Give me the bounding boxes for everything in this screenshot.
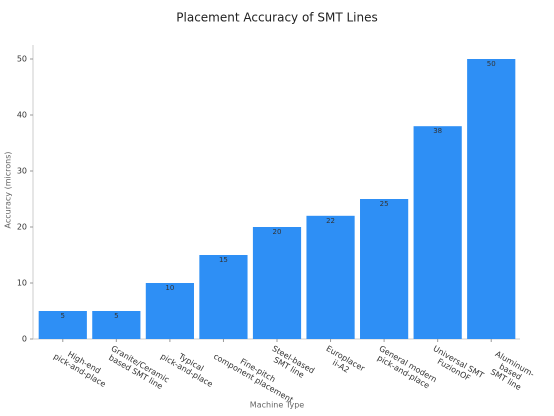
bar (413, 126, 462, 339)
value-label: 38 (433, 127, 442, 135)
value-label: 22 (326, 217, 335, 225)
value-label: 15 (219, 256, 228, 264)
bar (467, 59, 516, 339)
bar (38, 311, 87, 339)
bar (199, 255, 248, 339)
y-tick-label: 20 (17, 223, 27, 232)
value-label: 5 (114, 312, 118, 320)
bar (306, 215, 355, 339)
chart-title: Placement Accuracy of SMT Lines (176, 11, 377, 25)
bar (92, 311, 141, 339)
value-label: 10 (165, 284, 174, 292)
x-axis-label: Machine Type (250, 401, 304, 410)
value-label: 20 (273, 228, 282, 236)
bar (360, 199, 409, 339)
value-label: 25 (380, 200, 389, 208)
y-tick-label: 10 (17, 279, 27, 288)
y-axis-label: Accuracy (microns) (4, 152, 13, 229)
bar (252, 227, 302, 339)
value-label: 5 (61, 312, 65, 320)
y-tick-label: 50 (17, 55, 27, 64)
y-tick-label: 30 (17, 167, 27, 176)
y-tick-label: 40 (17, 111, 27, 120)
value-label: 50 (487, 60, 496, 68)
bar (145, 283, 194, 339)
y-tick-label: 0 (22, 335, 27, 344)
